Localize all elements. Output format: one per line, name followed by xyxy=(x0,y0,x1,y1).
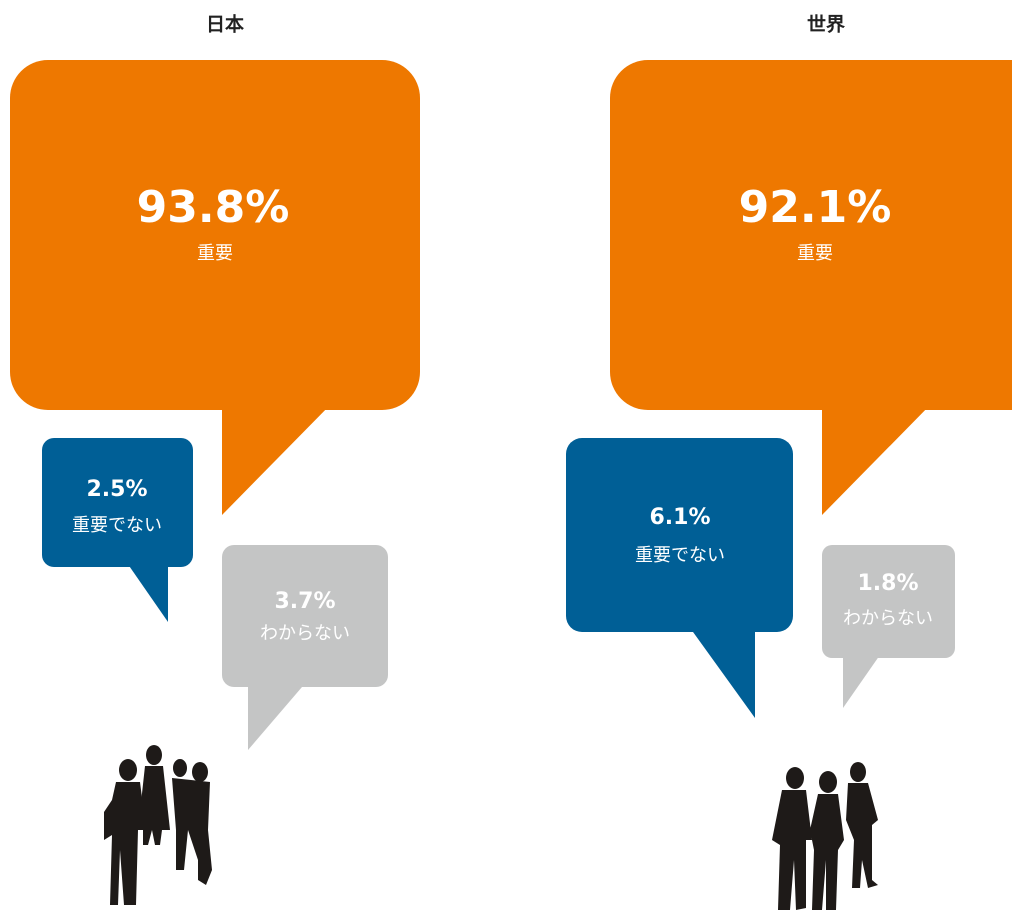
silhouette-part xyxy=(104,782,146,905)
bubble-tail xyxy=(822,400,935,515)
silhouette-part xyxy=(192,762,208,782)
bubble-body xyxy=(822,545,955,658)
people-silhouette xyxy=(772,762,878,910)
value: 93.8% xyxy=(137,182,290,233)
people-silhouette xyxy=(104,745,212,905)
bubble-body xyxy=(222,545,388,687)
value: 3.7% xyxy=(274,589,335,614)
silhouette-part xyxy=(172,778,212,885)
bubble-tail xyxy=(843,652,882,708)
value: 6.1% xyxy=(649,505,710,530)
panel-title: 日本 xyxy=(206,13,244,36)
bubble-body xyxy=(566,438,793,632)
silhouette-part xyxy=(138,766,170,845)
silhouette-part xyxy=(850,762,866,782)
panel-title: 世界 xyxy=(807,14,845,36)
label: 重要でない xyxy=(635,545,725,566)
silhouette-part xyxy=(772,790,812,910)
silhouette-part xyxy=(810,794,844,910)
value: 1.8% xyxy=(857,571,918,596)
bubble-tail xyxy=(125,560,168,622)
bubble-important: 93.8% 重要 xyxy=(10,60,420,515)
label: 重要 xyxy=(797,243,833,264)
bubble-tail xyxy=(688,625,755,718)
bubble-important: 92.1% 重要 xyxy=(610,60,1012,515)
silhouette-part xyxy=(819,771,837,793)
bubble-body xyxy=(610,60,1012,410)
value: 92.1% xyxy=(739,182,892,233)
label: わからない xyxy=(260,623,350,644)
bubble-unknown: 3.7% わからない xyxy=(222,545,388,750)
bubble-body xyxy=(10,60,420,410)
bubble-not-important: 6.1% 重要でない xyxy=(566,438,793,718)
silhouette-part xyxy=(119,759,137,781)
silhouette-part xyxy=(146,745,162,765)
bubble-unknown: 1.8% わからない xyxy=(822,545,955,708)
bubble-tail xyxy=(248,680,308,750)
bubble-body xyxy=(42,438,193,567)
label: わからない xyxy=(843,608,933,629)
bubble-not-important: 2.5% 重要でない xyxy=(42,438,193,622)
panel-japan: 日本 93.8% 重要 2.5% 重要でない 3.7% わからない xyxy=(10,13,420,905)
silhouette-part xyxy=(173,759,187,777)
silhouette-part xyxy=(846,783,878,888)
bubble-tail xyxy=(222,400,335,515)
label: 重要 xyxy=(197,243,233,264)
value: 2.5% xyxy=(86,477,147,502)
panel-world: 世界 92.1% 重要 6.1% 重要でない 1.8% わからない xyxy=(566,14,1012,910)
label: 重要でない xyxy=(72,515,162,536)
silhouette-part xyxy=(786,767,804,789)
